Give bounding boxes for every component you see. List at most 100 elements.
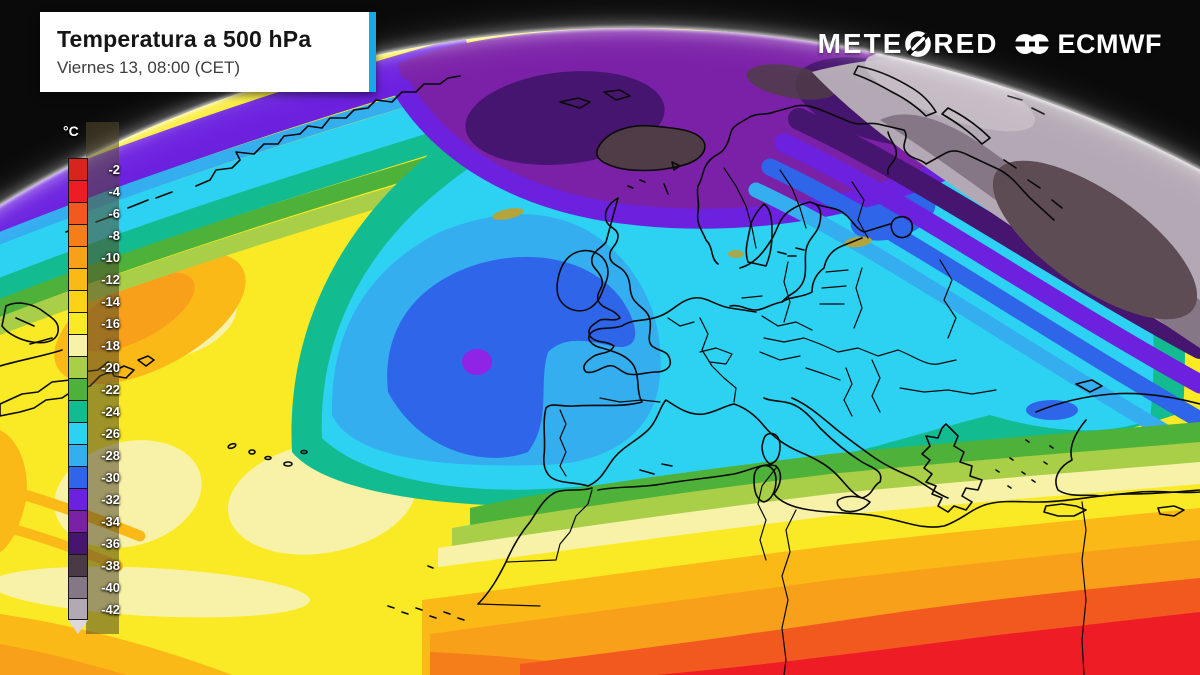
meteored-o-icon [905,31,932,57]
title-accent-bar [369,12,376,92]
legend-swatch [68,202,88,224]
legend-backdrop [86,122,119,634]
cyprus [1157,505,1185,517]
legend-row: -34 [68,510,120,532]
border-serbia [843,359,881,417]
map-title: Temperatura a 500 hPa [57,26,312,52]
great-britain-coast [583,197,672,376]
border-poland-east [853,267,863,329]
finland-coast [809,201,891,233]
legend-value: -2 [108,161,120,177]
border-morocco-algeria [477,489,593,607]
turkey-coast [1055,419,1200,497]
legend-swatch [68,356,88,378]
border-russia-west [851,181,957,339]
legend-value: -4 [108,183,120,199]
balearics [639,463,673,475]
north-africa-coast [597,464,1200,528]
scandinavia-north-coast [697,104,1055,221]
border-hungary-romania [819,343,957,365]
border-scandinavia [723,167,807,249]
legend-value: -28 [101,447,120,463]
orkney [627,179,646,189]
legend-value: -6 [108,205,120,221]
baltic-south-coast [729,237,863,311]
greece-coast [921,423,983,513]
greenland-east-islets [559,89,631,109]
ecmwf-logo: ECMWF [1011,28,1162,60]
legend-value: -16 [101,315,120,331]
ecmwf-mark-icon [1011,34,1052,54]
legend-swatch [68,422,88,444]
legend-row: -20 [68,356,120,378]
africa-warm-bands [422,422,1200,675]
legend-row: -42 [68,598,120,620]
border-algeria-tunisia [757,467,777,561]
ecmwf-text: ECMWF [1057,28,1162,59]
norway-west-coast [696,185,719,265]
black-sea-coast [1035,392,1200,413]
legend-value: -18 [101,337,120,353]
border-germany-east [761,261,813,331]
legend-swatch [68,488,88,510]
legend-swatch [68,158,88,180]
legend-value: -32 [101,491,120,507]
legend-swatch [68,180,88,202]
legend-swatch [68,378,88,400]
legend-swatch [68,290,88,312]
legend-row: -32 [68,488,120,510]
crete [1043,503,1087,517]
legend-row: -12 [68,268,120,290]
legend-swatch [68,510,88,532]
legend-swatch [68,554,88,576]
brand-logos: METE RED ECMWF [818,28,1162,60]
legend-row: -38 [68,554,120,576]
legend-row: -6 [68,202,120,224]
legend-row: -4 [68,180,120,202]
legend-row: -14 [68,290,120,312]
legend-swatch [68,224,88,246]
st-lawrence [0,337,63,367]
border-portugal-spain [559,409,567,477]
arctic-coast-dashes [1003,95,1063,209]
meteored-text-suffix: RED [933,28,999,59]
arctic-sliver [941,107,991,145]
border-bulgaria [899,387,997,395]
legend-row: -30 [68,466,120,488]
legend-value: -14 [101,293,120,309]
legend-row: -2 [68,158,120,180]
sicily [836,495,871,513]
lake-ladoga [890,215,914,239]
legend-value: -10 [101,249,120,265]
legend-value: -42 [101,601,120,617]
legend-swatch [68,312,88,334]
legend-row: -16 [68,312,120,334]
legend-value: -36 [101,535,120,551]
azores-2 [248,449,256,455]
legend-row: -24 [68,400,120,422]
legend-swatch [68,598,88,620]
border-pyrenees [599,397,661,403]
azores-3 [264,455,272,461]
legend-swatch [68,268,88,290]
legend-swatch [68,400,88,422]
border-libya-egypt [1081,501,1087,675]
ireland-coast [556,249,609,312]
adriatic-east-coast [791,397,949,499]
legend-row: -18 [68,334,120,356]
legend-value: -30 [101,469,120,485]
azores-4 [283,461,293,467]
color-scale: -2 -4 -6 -8 -10 -12 -14 -16 -18 -20 -22 -24 -26 -28 -3… [68,158,120,620]
border-france-east [699,317,737,403]
khaki-anomalies [492,208,872,258]
newfoundland [1,302,60,344]
border-baltic-states [819,269,849,305]
legend-value: -34 [101,513,120,529]
legend-row: -22 [68,378,120,400]
crimea [1075,379,1103,393]
denmark-jutland [745,203,773,267]
border-tunisia-libya [781,509,797,675]
legend-value: -38 [101,557,120,573]
